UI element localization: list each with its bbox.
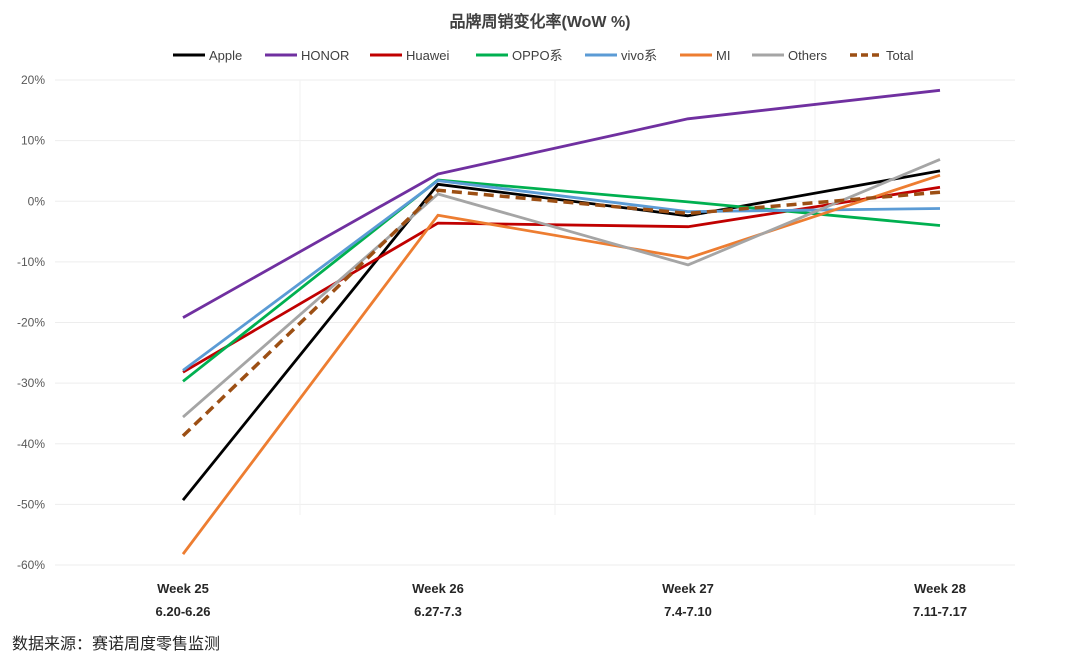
x-tick-date-label: 6.27-7.3 (414, 604, 462, 619)
y-tick-label: 10% (21, 134, 45, 148)
x-tick-label: Week 28 (914, 581, 966, 596)
series-line-honor (182, 88, 941, 319)
legend-label: Total (886, 48, 914, 63)
chart-title: 品牌周销变化率(WoW %) (449, 12, 630, 31)
y-tick-label: -60% (17, 558, 45, 572)
series-line-oppo (182, 178, 941, 383)
y-tick-label: -20% (17, 316, 45, 330)
legend-label: HONOR (301, 48, 349, 63)
x-tick-label: Week 27 (662, 581, 714, 596)
legend-label: Huawei (406, 48, 449, 63)
series-line-huawei (182, 185, 941, 374)
y-tick-label: -50% (17, 497, 45, 511)
series-line-others (182, 158, 941, 419)
legend-label: vivo系 (621, 48, 657, 63)
source-note: 数据来源：赛诺周度零售监测 (12, 634, 221, 653)
gridlines (55, 79, 1015, 566)
x-tick-label: Week 25 (157, 581, 209, 596)
x-tick-label: Week 26 (412, 581, 464, 596)
x-tick-date-label: 7.11-7.17 (913, 604, 967, 619)
x-tick-date-label: 6.20-6.26 (156, 604, 211, 619)
y-axis: 20% 10% 0% -10% -20% -30% -40% -50% -60% (17, 73, 45, 572)
y-tick-label: -10% (17, 255, 45, 269)
series-line-mi (181, 173, 941, 555)
legend-label: Others (788, 48, 828, 63)
legend-label: MI (716, 48, 730, 63)
series-line-total (181, 188, 941, 438)
y-tick-label: -30% (17, 376, 45, 390)
series-lines (181, 88, 941, 555)
legend-label: Apple (209, 48, 242, 63)
series-line-apple (181, 169, 941, 501)
y-tick-label: -40% (17, 437, 45, 451)
series-line-vivo (182, 179, 941, 372)
x-tick-date-label: 7.4-7.10 (664, 604, 712, 619)
y-tick-label: 20% (21, 73, 45, 87)
y-tick-label: 0% (28, 194, 46, 208)
x-axis: Week 25 6.20-6.26 Week 26 6.27-7.3 Week 27 7.… (156, 581, 968, 619)
legend-label: OPPO系 (512, 48, 563, 63)
legend: Apple HONOR Huawei OPPO系 vivo系 MI Others Total (173, 48, 914, 63)
